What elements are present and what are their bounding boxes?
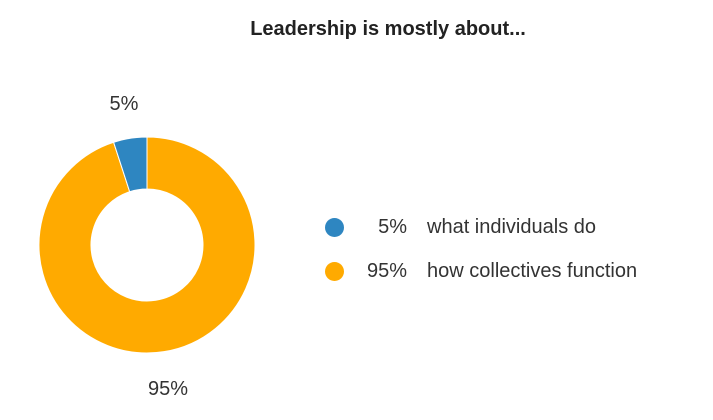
chart-title: Leadership is mostly about... [250,18,526,40]
legend-percent-individuals: 5% [378,215,407,238]
slice-collectives[interactable] [38,136,256,354]
legend-label-collectives: how collectives function [427,259,638,282]
legend-item-individuals[interactable]: 5% what individuals do [325,205,637,249]
legend-swatch-collectives [325,261,344,281]
data-label-individuals: 5% [110,93,139,115]
legend: 5% what individuals do 95% how collectiv… [325,205,637,293]
legend-swatch-individuals [325,217,344,237]
slice-individuals[interactable] [112,136,148,193]
data-label-collectives: 95% [148,378,188,400]
legend-label-individuals: what individuals do [427,215,596,238]
legend-percent-collectives: 95% [366,259,407,282]
legend-item-collectives[interactable]: 95% how collectives function [325,249,637,293]
